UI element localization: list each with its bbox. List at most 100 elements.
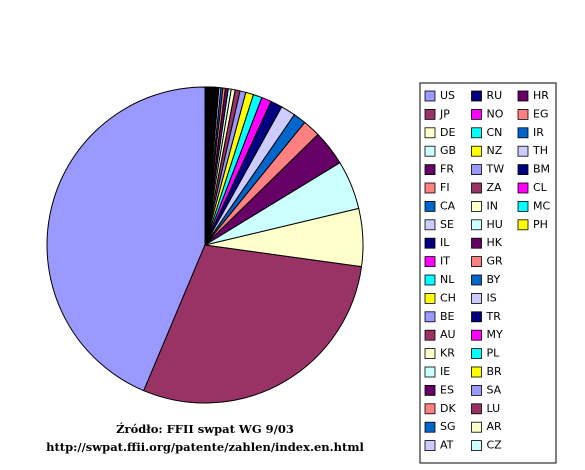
legend-swatch [424,366,436,378]
legend-swatch [424,292,436,304]
legend-label: AU [440,328,456,341]
legend-label: HR [533,89,549,102]
legend-swatch [471,311,482,323]
legend-label: GR [487,255,504,268]
legend-swatch [424,219,436,231]
legend-label: KR [440,347,455,360]
legend-label: BR [487,365,503,378]
legend-label: AR [487,420,503,433]
legend-swatch [424,348,436,360]
legend-swatch [471,348,482,360]
legend-label: IR [533,126,544,139]
legend-label: NZ [487,144,503,157]
legend-swatch [471,145,482,157]
legend-label: IN [487,199,498,212]
legend-swatch [424,109,436,120]
legend-label: CA [440,199,456,212]
pie-slice [143,244,363,404]
legend-label: GB [440,144,456,157]
legend-swatch [471,200,482,212]
legend-swatch [424,164,436,176]
legend-label: MY [487,328,503,341]
legend-swatch [471,440,482,452]
legend-label: TH [532,144,548,157]
legend-swatch [424,127,436,139]
legend-swatch [424,421,436,433]
legend-label: TR [486,310,502,323]
legend-label: JP [439,107,450,120]
legend-label: BM [533,163,550,176]
legend-label: EG [533,107,548,120]
legend-swatch [517,182,529,194]
legend-label: ES [440,383,454,396]
legend-swatch [471,182,482,194]
legend-swatch [517,145,529,157]
legend-label: DE [440,126,455,139]
legend-label: PH [533,218,548,231]
legend-swatch [471,219,482,231]
legend-swatch [471,109,482,120]
legend-swatch [471,329,482,341]
legend-swatch [471,127,482,139]
legend-swatch [424,403,436,415]
legend-label: NO [487,107,504,120]
legend-label: HU [487,218,503,231]
legend-swatch [424,256,436,268]
legend-label: DK [440,402,456,415]
legend-swatch [424,329,436,341]
legend-swatch [424,440,436,452]
legend-swatch [517,90,529,102]
legend-swatch [471,403,482,415]
legend-swatch [471,274,482,286]
legend-swatch [471,366,482,378]
pie-slice [46,86,206,392]
legend-label: BE [440,310,455,323]
legend-label: FI [440,181,450,194]
legend-label: ZA [487,181,503,194]
legend-swatch [517,127,529,139]
legend-swatch [471,237,482,249]
legend-swatch [424,182,436,194]
legend-label: IT [440,255,450,268]
legend-label: IS [487,291,497,304]
legend-label: MC [533,199,550,212]
legend-label: IL [440,236,450,249]
legend-label: SA [487,383,502,396]
legend-swatch [424,274,436,286]
legend-swatch [471,164,482,176]
legend-swatch [517,200,529,212]
legend-label: BY [487,273,501,286]
legend-label: SE [440,218,454,231]
legend-label: CL [533,181,548,194]
legend-label: NL [440,273,455,286]
legend-label: FR [440,163,454,176]
legend-swatch [424,311,436,323]
legend-label: CH [440,291,456,304]
legend-label: CZ [487,439,503,452]
legend-label: AT [440,439,454,452]
legend-swatch [517,109,529,120]
legend-swatch [471,384,482,396]
legend-label: RU [487,89,503,102]
legend-label: US [440,89,455,102]
legend-label: SG [440,420,456,433]
legend-swatch [471,90,482,102]
legend-label: LU [487,402,501,415]
source-note: Źródło: FFII swpat WG 9/03 [116,422,294,436]
legend-swatch [471,256,482,268]
legend-swatch [424,200,436,212]
legend-swatch [424,237,436,249]
legend-swatch [471,421,482,433]
source-url: http://swpat.ffii.org/patente/zahlen/ind… [46,440,364,454]
legend-swatch [517,164,529,176]
legend-swatch [424,145,436,157]
legend-label: HK [487,236,503,249]
legend-label: PL [487,347,501,360]
legend-swatch [424,90,436,102]
legend-box [419,82,557,464]
legend-swatch [517,219,529,231]
legend-swatch [471,292,482,304]
legend-label: TW [486,163,505,176]
legend-swatch [424,384,436,396]
